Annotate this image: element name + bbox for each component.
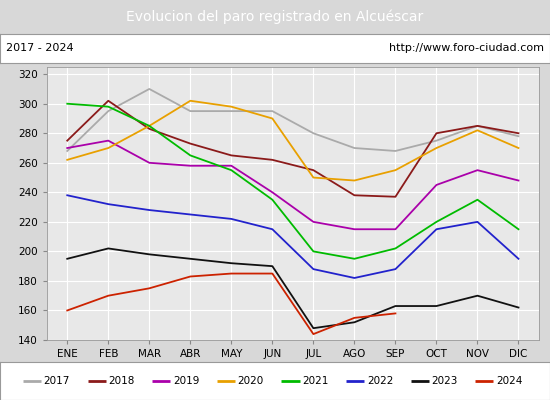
Text: 2022: 2022: [367, 376, 393, 386]
Text: 2017 - 2024: 2017 - 2024: [6, 43, 73, 53]
Text: 2020: 2020: [238, 376, 264, 386]
Text: 2019: 2019: [173, 376, 199, 386]
Text: 2024: 2024: [496, 376, 522, 386]
Text: 2018: 2018: [108, 376, 135, 386]
Text: Evolucion del paro registrado en Alcuéscar: Evolucion del paro registrado en Alcuésc…: [126, 10, 424, 24]
Text: 2023: 2023: [431, 376, 458, 386]
Text: http://www.foro-ciudad.com: http://www.foro-ciudad.com: [389, 43, 544, 53]
Text: 2017: 2017: [43, 376, 70, 386]
Text: 2021: 2021: [302, 376, 328, 386]
